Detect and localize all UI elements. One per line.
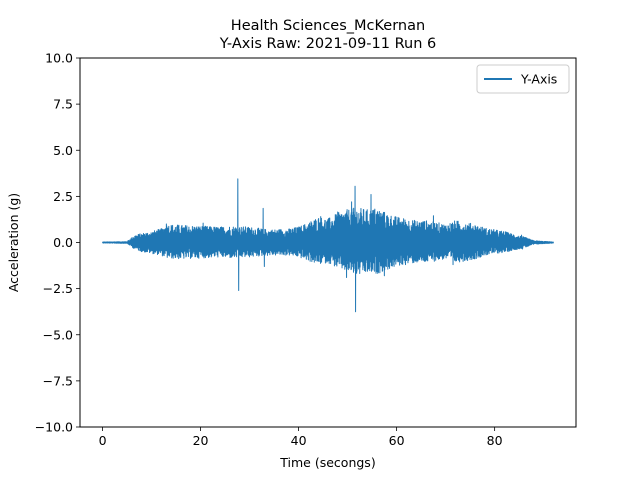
x-tick-label: 0 xyxy=(99,433,107,448)
y-tick-label: 10.0 xyxy=(45,51,73,66)
x-tick-label: 80 xyxy=(487,433,503,448)
plot-area xyxy=(102,178,554,313)
x-tick-label: 40 xyxy=(291,433,307,448)
y-tick-label: 7.5 xyxy=(53,97,73,112)
legend-box xyxy=(476,64,570,94)
chart-title: Health Sciences_McKernan xyxy=(231,18,425,34)
y-tick-label: 0.0 xyxy=(53,235,73,250)
y-tick-label: 2.5 xyxy=(53,189,73,204)
x-axis-label: Time (secongs) xyxy=(279,455,375,470)
x-tick-label: 20 xyxy=(193,433,209,448)
y-tick-label: −10.0 xyxy=(35,420,73,435)
x-tick-label: 60 xyxy=(389,433,405,448)
y-tick-label: −5.0 xyxy=(43,327,73,342)
y-axis-label: Acceleration (g) xyxy=(6,193,21,292)
legend[interactable]: Y-Axis xyxy=(476,64,570,94)
x-axis: 0 20 40 60 80 xyxy=(99,427,503,448)
y-tick-label: −7.5 xyxy=(43,373,73,388)
legend-label-y-axis: Y-Axis xyxy=(520,72,557,87)
y-axis: −10.0 −7.5 −5.0 −2.5 0.0 2.5 5.0 7.5 10.0 xyxy=(35,51,80,435)
y-tick-label: 5.0 xyxy=(53,143,73,158)
chart-subtitle: Y-Axis Raw: 2021-09-11 Run 6 xyxy=(219,36,436,52)
series-y-axis-line xyxy=(102,178,554,313)
y-tick-label: −2.5 xyxy=(43,281,73,296)
